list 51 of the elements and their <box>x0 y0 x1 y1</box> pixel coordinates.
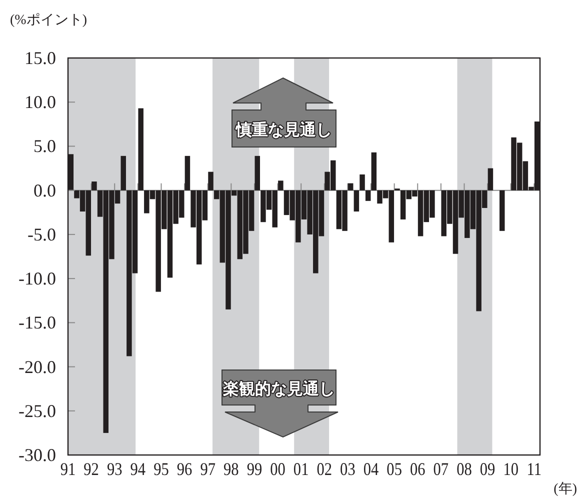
bar <box>360 174 365 190</box>
arrow-up: 慎重な見通し <box>232 77 336 148</box>
x-tick-label: 02 <box>316 458 332 480</box>
x-tick-label: 03 <box>340 458 356 480</box>
x-tick-label: 94 <box>130 458 146 480</box>
arrow-down: 楽観的な見通し <box>222 370 338 438</box>
x-tick-label: 05 <box>386 458 402 480</box>
x-tick-label: 99 <box>246 458 262 480</box>
bar <box>208 172 214 190</box>
y-tick-label: 10.0 <box>24 92 56 112</box>
x-tick-label: 93 <box>106 458 122 480</box>
y-tick-label: -5.0 <box>28 224 56 244</box>
x-tick-label: 01 <box>293 458 309 480</box>
bar <box>488 168 494 190</box>
bar <box>278 180 284 190</box>
bar <box>500 190 505 231</box>
annotation: 慎重な見通し <box>235 120 332 139</box>
bar <box>254 156 260 190</box>
x-tick-label: 08 <box>456 458 472 480</box>
x-tick-label: 95 <box>154 458 169 480</box>
x-tick-label: 91 <box>60 458 76 480</box>
bar <box>371 152 377 190</box>
y-tick-label: -15.0 <box>18 312 56 333</box>
y-tick-label: 5.0 <box>34 136 56 156</box>
x-tick-label: 11 <box>526 458 542 480</box>
x-tick-label: 98 <box>224 458 239 480</box>
x-tick-label: 10 <box>503 458 519 480</box>
bar <box>92 182 97 190</box>
y-tick-label: 0.0 <box>34 180 56 200</box>
y-tick-label: -20.0 <box>18 356 56 377</box>
bar <box>365 190 371 201</box>
y-tick-label: 15.0 <box>24 48 56 68</box>
bar <box>138 108 144 190</box>
bar <box>354 190 360 212</box>
y-tick-label: -25.0 <box>18 400 56 421</box>
bar <box>348 183 354 190</box>
x-tick-label: 07 <box>433 458 449 480</box>
y-tick-label: -10.0 <box>18 268 56 289</box>
x-tick-label: 04 <box>363 458 380 480</box>
y-tick-label: -30.0 <box>18 445 56 465</box>
x-tick-label: 92 <box>84 458 99 480</box>
annotation: 楽観的な見通し <box>222 379 335 398</box>
y-axis-title: (%ポイント) <box>10 13 88 28</box>
bar <box>184 156 190 190</box>
x-tick-label: 00 <box>270 458 286 480</box>
x-tick-label: 96 <box>176 458 192 480</box>
x-tick-label: 97 <box>200 458 216 480</box>
x-axis-title: (年) <box>554 481 578 497</box>
x-tick-label: 09 <box>480 458 496 480</box>
bar <box>120 156 126 190</box>
x-tick-label: 06 <box>410 458 426 480</box>
